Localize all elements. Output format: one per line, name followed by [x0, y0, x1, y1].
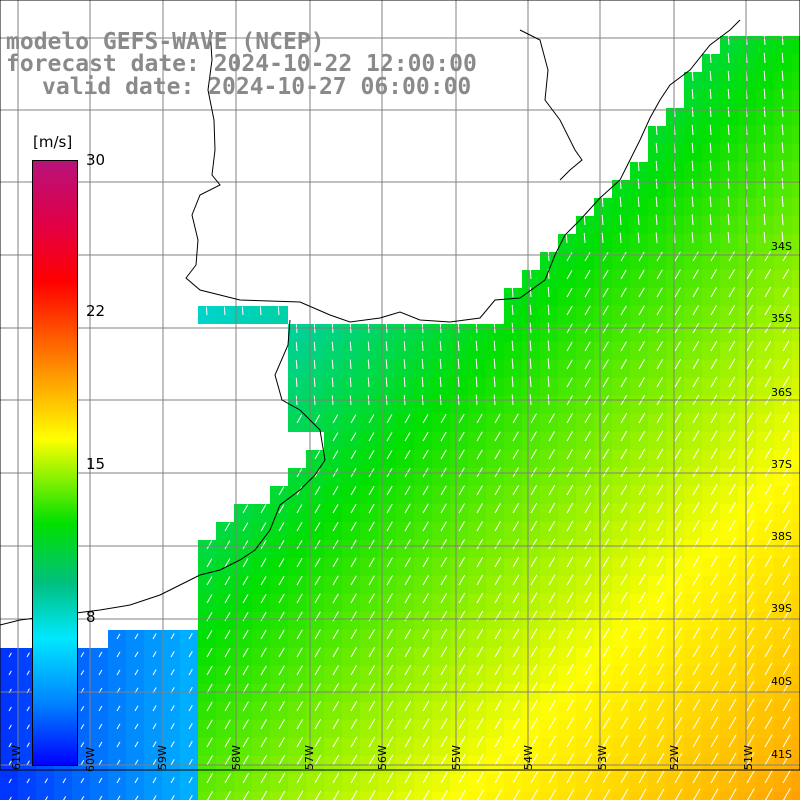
- lat-label-41s: 41S: [771, 748, 792, 761]
- lat-label-40s: 40S: [771, 675, 792, 688]
- lat-label-34s: 34S: [771, 240, 792, 253]
- wind-speed-field: [0, 36, 800, 800]
- lon-label-53w: 53W: [596, 745, 609, 770]
- colorbar-units: [m/s]: [33, 133, 73, 151]
- valid-date: valid date: 2024-10-27 06:00:00: [42, 74, 472, 100]
- lon-label-59w: 59W: [156, 745, 169, 770]
- colorbar-tick-30: 30: [86, 151, 106, 169]
- lon-label-51w: 51W: [742, 745, 755, 770]
- lat-label-38s: 38S: [771, 530, 792, 543]
- lon-label-54w: 54W: [522, 745, 535, 770]
- lat-label-35s: 35S: [771, 312, 792, 325]
- lat-label-37s: 37S: [771, 458, 792, 471]
- wind-arrows: [8, 34, 800, 800]
- lon-label-61w: 61W: [10, 745, 23, 770]
- lon-label-58w: 58W: [230, 745, 243, 770]
- coastline-river-plate: [185, 19, 741, 323]
- forecast-date: forecast date: 2024-10-22 12:00:00: [6, 51, 477, 77]
- coastline-uruguay-north: [519, 29, 583, 181]
- model-title: modelo GEFS-WAVE (NCEP): [6, 29, 325, 55]
- lon-label-52w: 52W: [668, 745, 681, 770]
- colorbar: [32, 160, 78, 766]
- lat-label-36s: 36S: [771, 386, 792, 399]
- lon-label-60w: 60W: [84, 747, 97, 772]
- lon-label-56w: 56W: [376, 745, 389, 770]
- lat-lon-grid: [0, 0, 800, 771]
- lon-label-57w: 57W: [303, 745, 316, 770]
- colorbar-tick-15: 15: [86, 455, 106, 473]
- coastline-buenos-aires: [0, 319, 326, 626]
- lat-label-39s: 39S: [771, 602, 792, 615]
- colorbar-tick-22: 22: [86, 302, 106, 320]
- coastline: [0, 19, 741, 626]
- lon-label-55w: 55W: [450, 745, 463, 770]
- colorbar-tick-8: 8: [86, 608, 96, 626]
